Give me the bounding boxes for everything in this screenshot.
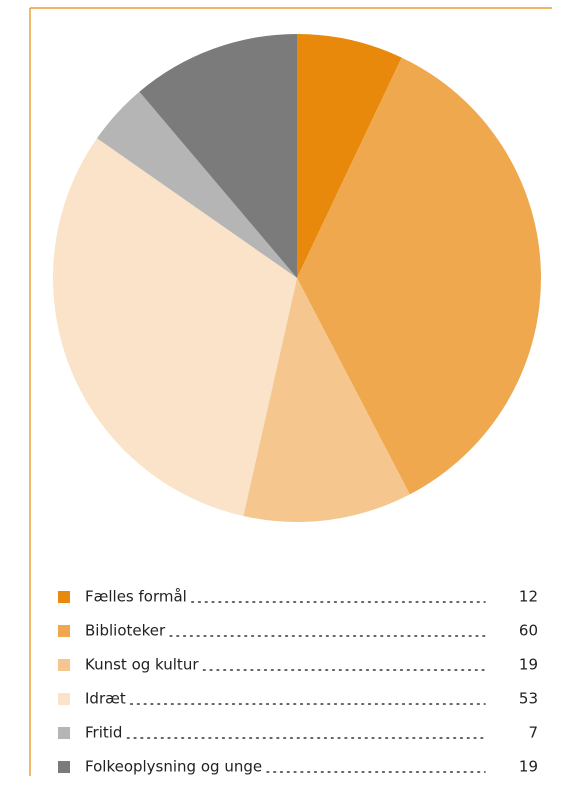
legend-value: 60 bbox=[519, 622, 538, 640]
legend-label: Folkeoplysning og unge bbox=[85, 758, 262, 776]
pie-slice bbox=[297, 34, 402, 278]
legend-value: 19 bbox=[519, 758, 538, 776]
legend-label: Fælles formål bbox=[85, 588, 187, 606]
pie-slice bbox=[139, 34, 297, 278]
pie-slice bbox=[243, 278, 410, 522]
legend-swatch bbox=[58, 625, 70, 637]
legend-value: 12 bbox=[519, 588, 538, 606]
legend-label: Fritid bbox=[85, 724, 122, 742]
legend-value: 7 bbox=[528, 724, 538, 742]
legend-label: Biblioteker bbox=[85, 622, 166, 640]
legend-swatch bbox=[58, 693, 70, 705]
legend-swatch bbox=[58, 727, 70, 739]
pie-slice bbox=[96, 91, 297, 278]
legend-value: 53 bbox=[519, 690, 538, 708]
pie-slice bbox=[53, 138, 298, 517]
legend-label: Idræt bbox=[85, 690, 126, 708]
legend-swatch bbox=[58, 659, 70, 671]
legend-value: 19 bbox=[519, 656, 538, 674]
legend-swatch bbox=[58, 591, 70, 603]
legend-swatch bbox=[58, 761, 70, 773]
pie-slice bbox=[297, 57, 541, 495]
legend-label: Kunst og kultur bbox=[85, 656, 199, 674]
